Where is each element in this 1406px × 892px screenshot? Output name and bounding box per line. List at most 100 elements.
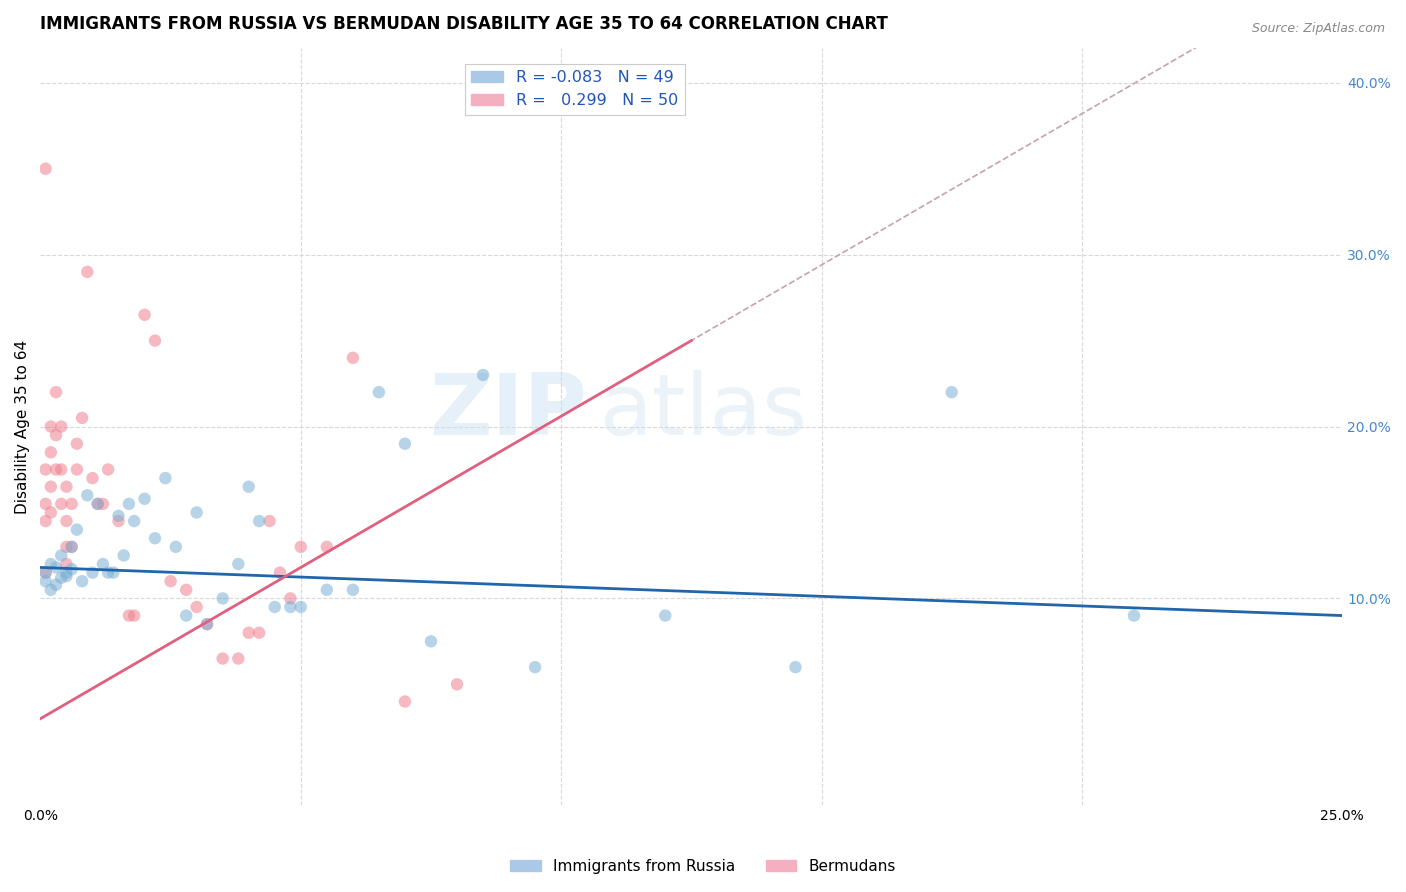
- Point: [51, 571, 73, 585]
- Point: [134, 491, 156, 506]
- Point: [342, 351, 364, 365]
- Point: [165, 540, 187, 554]
- Point: [66, 462, 89, 476]
- Point: [70, 411, 93, 425]
- Point: [39, 480, 62, 494]
- Point: [134, 308, 156, 322]
- Point: [394, 694, 416, 708]
- Point: [76, 265, 98, 279]
- Point: [55, 569, 77, 583]
- Text: ZIP: ZIP: [429, 370, 588, 453]
- Point: [60, 497, 83, 511]
- Point: [654, 608, 676, 623]
- Point: [112, 549, 135, 563]
- Point: [70, 574, 93, 589]
- Point: [524, 660, 547, 674]
- Point: [55, 514, 77, 528]
- Legend: R = -0.083   N = 49, R =   0.299   N = 50: R = -0.083 N = 49, R = 0.299 N = 50: [465, 64, 685, 115]
- Point: [91, 497, 114, 511]
- Point: [315, 540, 337, 554]
- Point: [247, 514, 270, 528]
- Point: [394, 436, 416, 450]
- Point: [122, 514, 145, 528]
- Point: [51, 419, 73, 434]
- Point: [186, 506, 208, 520]
- Point: [211, 651, 233, 665]
- Point: [34, 566, 56, 580]
- Point: [82, 471, 104, 485]
- Point: [259, 514, 281, 528]
- Point: [155, 471, 177, 485]
- Point: [226, 651, 249, 665]
- Point: [39, 445, 62, 459]
- Point: [280, 591, 302, 606]
- Point: [45, 577, 67, 591]
- Point: [34, 566, 56, 580]
- Point: [97, 566, 120, 580]
- Point: [420, 634, 443, 648]
- Point: [785, 660, 807, 674]
- Point: [107, 508, 129, 523]
- Point: [91, 557, 114, 571]
- Point: [66, 436, 89, 450]
- Point: [446, 677, 468, 691]
- Point: [39, 419, 62, 434]
- Point: [76, 488, 98, 502]
- Point: [107, 514, 129, 528]
- Legend: Immigrants from Russia, Bermudans: Immigrants from Russia, Bermudans: [503, 853, 903, 880]
- Point: [45, 428, 67, 442]
- Point: [82, 566, 104, 580]
- Point: [367, 385, 389, 400]
- Point: [143, 334, 166, 348]
- Point: [238, 625, 260, 640]
- Point: [290, 540, 312, 554]
- Point: [941, 385, 963, 400]
- Point: [186, 599, 208, 614]
- Point: [55, 566, 77, 580]
- Point: [55, 480, 77, 494]
- Point: [39, 557, 62, 571]
- Point: [174, 582, 197, 597]
- Point: [45, 462, 67, 476]
- Point: [55, 540, 77, 554]
- Point: [51, 497, 73, 511]
- Text: atlas: atlas: [600, 370, 808, 453]
- Point: [60, 540, 83, 554]
- Point: [174, 608, 197, 623]
- Point: [238, 480, 260, 494]
- Point: [45, 385, 67, 400]
- Point: [51, 462, 73, 476]
- Point: [247, 625, 270, 640]
- Point: [39, 506, 62, 520]
- Point: [103, 566, 125, 580]
- Point: [122, 608, 145, 623]
- Point: [315, 582, 337, 597]
- Point: [45, 560, 67, 574]
- Point: [34, 161, 56, 176]
- Point: [342, 582, 364, 597]
- Point: [34, 574, 56, 589]
- Point: [143, 531, 166, 545]
- Point: [159, 574, 181, 589]
- Point: [118, 497, 141, 511]
- Point: [97, 462, 120, 476]
- Point: [39, 582, 62, 597]
- Point: [211, 591, 233, 606]
- Point: [280, 599, 302, 614]
- Point: [195, 617, 218, 632]
- Text: Source: ZipAtlas.com: Source: ZipAtlas.com: [1251, 22, 1385, 36]
- Point: [34, 462, 56, 476]
- Y-axis label: Disability Age 35 to 64: Disability Age 35 to 64: [15, 340, 30, 514]
- Text: IMMIGRANTS FROM RUSSIA VS BERMUDAN DISABILITY AGE 35 TO 64 CORRELATION CHART: IMMIGRANTS FROM RUSSIA VS BERMUDAN DISAB…: [41, 15, 889, 33]
- Point: [290, 599, 312, 614]
- Point: [66, 523, 89, 537]
- Point: [86, 497, 108, 511]
- Point: [195, 617, 218, 632]
- Point: [472, 368, 495, 382]
- Point: [1123, 608, 1146, 623]
- Point: [34, 514, 56, 528]
- Point: [118, 608, 141, 623]
- Point: [60, 562, 83, 576]
- Point: [55, 557, 77, 571]
- Point: [34, 497, 56, 511]
